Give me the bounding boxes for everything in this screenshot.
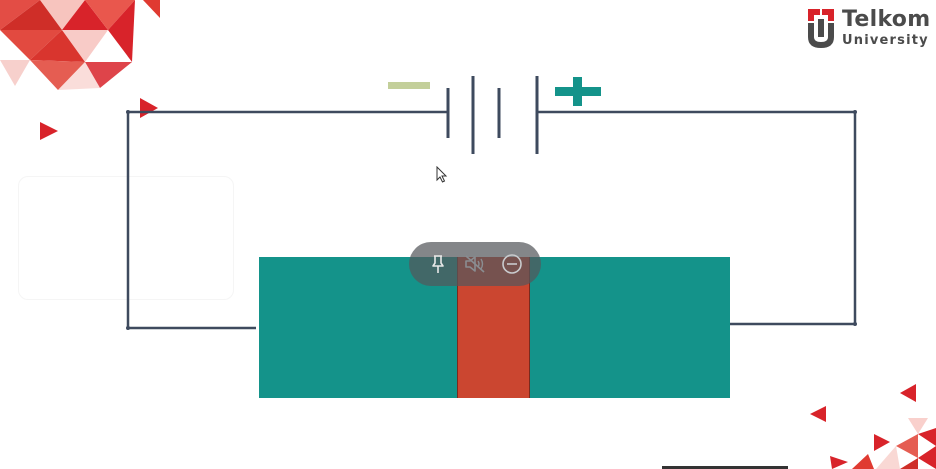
battery-plus-sign-v — [573, 77, 582, 106]
wire-right — [537, 110, 857, 326]
logo-subtitle: University — [842, 33, 929, 48]
minimize-icon — [502, 254, 523, 274]
ghost-panel — [18, 176, 234, 300]
bottom-edge-bar — [662, 466, 788, 469]
decorative-triangles-top-left — [0, 0, 160, 140]
minimize-button[interactable] — [498, 250, 526, 278]
pin-icon — [431, 255, 444, 273]
telkom-logo-icon — [808, 9, 834, 48]
logo-title: Telkom — [842, 7, 931, 32]
mute-button[interactable] — [461, 250, 489, 278]
mute-icon — [465, 255, 485, 273]
n-region-right — [530, 257, 730, 398]
pin-button[interactable] — [424, 250, 452, 278]
video-overlay-controls — [409, 242, 541, 286]
battery-minus-sign — [388, 82, 430, 89]
telkom-university-logo: Telkom University — [806, 6, 930, 50]
mouse-cursor-icon — [436, 166, 448, 183]
wire-left — [126, 110, 448, 330]
